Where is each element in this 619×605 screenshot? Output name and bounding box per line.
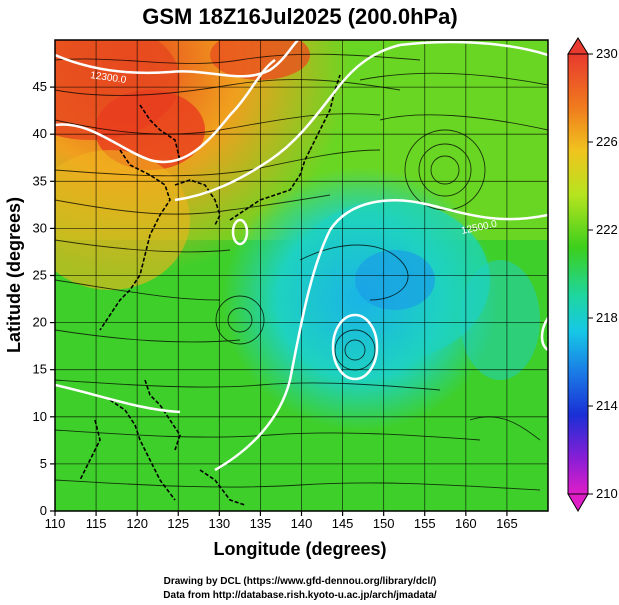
grid-lines	[55, 40, 548, 511]
x-tick-label-155: 155	[414, 516, 436, 531]
colorbar-bottom-arrow	[567, 493, 589, 512]
x-tick-label-125: 125	[167, 516, 189, 531]
y-axis-label: Latitude (degrees)	[4, 197, 24, 353]
colorbar-tick-label-214: 214	[596, 398, 618, 413]
y-tick-label-25: 25	[33, 268, 47, 283]
x-tick-label-160: 160	[455, 516, 477, 531]
y-tick-label-15: 15	[33, 362, 47, 377]
colorbar-tick-label-222: 222	[596, 222, 618, 237]
credit-drawing: Drawing by DCL (https://www.gfd-dennou.o…	[164, 576, 437, 587]
colorbar-gradient	[567, 53, 589, 495]
chart-title: GSM 18Z16Jul2025 (200.0hPa)	[142, 4, 458, 29]
x-tick-label-110: 110	[45, 516, 66, 531]
x-tick-label-115: 115	[86, 516, 107, 531]
y-tick-label-0: 0	[40, 503, 47, 518]
x-tick-label-145: 145	[332, 516, 354, 531]
credit-data: Data from http://database.rish.kyoto-u.a…	[163, 590, 437, 601]
x-tick-label-140: 140	[291, 516, 313, 531]
y-tick-label-35: 35	[33, 173, 47, 188]
y-axis: 0 5 10 15 20 25 30 35 40 45	[33, 79, 55, 518]
blue-core	[355, 250, 435, 310]
colorbar-top-arrow	[567, 37, 589, 55]
y-tick-label-40: 40	[33, 126, 47, 141]
contours	[55, 40, 548, 472]
colorbar: 230 226 222 218 214 210	[567, 37, 618, 512]
colorbar-tick-label-226: 226	[596, 134, 618, 149]
x-tick-label-135: 135	[250, 516, 272, 531]
plot-area: 12300.0 12500.0	[55, 40, 548, 511]
x-tick-label-120: 120	[126, 516, 148, 531]
x-tick-label-130: 130	[208, 516, 230, 531]
x-tick-label-150: 150	[373, 516, 395, 531]
contour-label-12300: 12300.0	[90, 70, 128, 86]
y-tick-label-5: 5	[40, 456, 47, 471]
y-tick-label-30: 30	[33, 220, 47, 235]
y-tick-label-45: 45	[33, 79, 47, 94]
colorbar-tick-label-210: 210	[596, 486, 618, 501]
cyan-east	[460, 260, 540, 380]
y-tick-label-10: 10	[33, 409, 47, 424]
y-tick-label-20: 20	[33, 315, 47, 330]
streamlines	[55, 53, 548, 491]
x-axis: 110 115 120 125 130 135 140 145 150 155 160 165	[45, 511, 518, 531]
x-tick-label-165: 165	[496, 516, 518, 531]
colorbar-ticks: 230 226 222 218 214 210	[588, 46, 618, 501]
colorbar-tick-label-230: 230	[596, 46, 618, 61]
x-axis-label: Longitude (degrees)	[213, 539, 386, 559]
colorbar-tick-label-218: 218	[596, 310, 618, 325]
